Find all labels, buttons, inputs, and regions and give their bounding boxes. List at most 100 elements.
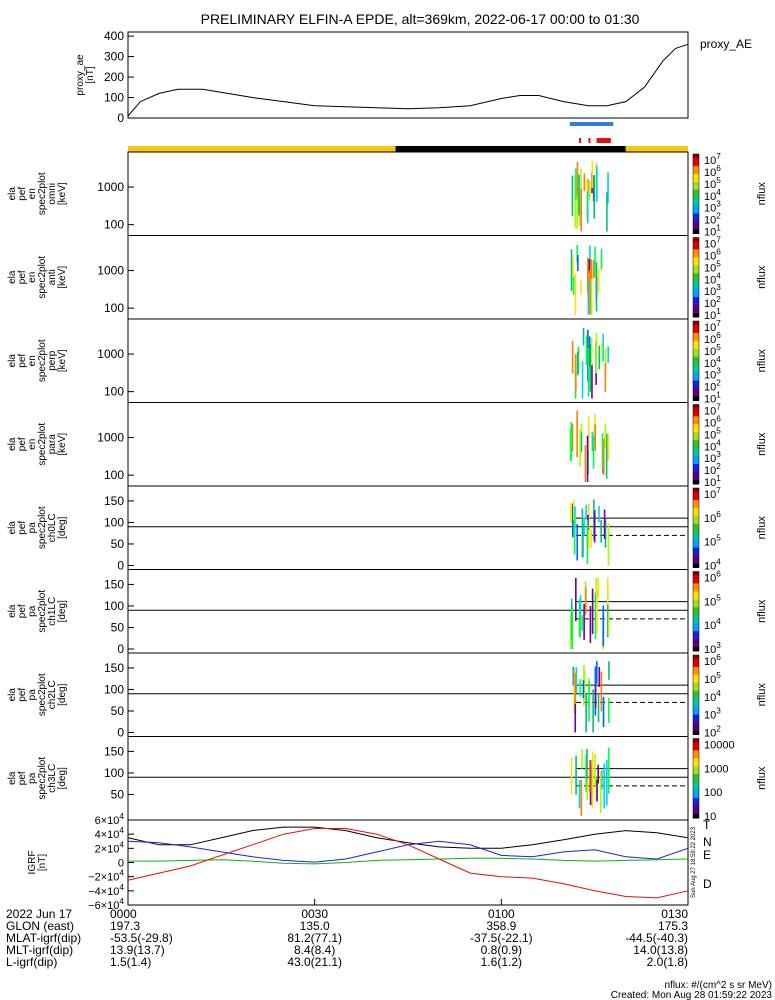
spec-stripe	[588, 336, 591, 367]
colorbar-cell	[693, 714, 699, 718]
colorbar-cell	[693, 249, 699, 252]
panel-ylabel-line: omni	[47, 183, 58, 205]
colorbar-cell	[693, 432, 699, 435]
spec-stripe	[593, 175, 596, 219]
colorbar-frame	[692, 153, 700, 234]
colorbar-cell	[693, 342, 699, 346]
spec-stripe	[587, 179, 589, 197]
spec-stripe	[588, 259, 591, 275]
panel-ylabel-line: [keV]	[57, 182, 68, 205]
colorbar-cell	[693, 332, 699, 336]
panel-tick-label: 100	[104, 385, 124, 399]
marker-b	[588, 138, 591, 143]
igrf-tick-label: 2×104	[95, 840, 125, 855]
spec-stripe	[595, 332, 598, 374]
colorbar-cell	[693, 637, 699, 640]
spec-stripe	[596, 165, 598, 202]
spec-stripe	[575, 755, 577, 795]
colorbar-cell	[693, 321, 699, 324]
colorbar-cell	[693, 291, 699, 294]
colorbar-cell	[693, 157, 699, 161]
colorbar-cell	[693, 609, 699, 612]
colorbar-cell	[693, 702, 699, 706]
spec-stripe	[572, 256, 574, 281]
panel-ylabel-line: [deg]	[57, 516, 68, 538]
colorbar-cell	[693, 241, 699, 244]
spec-stripe	[607, 611, 610, 635]
figure-title: PRELIMINARY ELFIN-A EPDE, alt=369km, 202…	[201, 11, 640, 27]
colorbar-cell	[693, 726, 699, 730]
ae-frame	[127, 31, 689, 119]
colorbar-cell	[693, 277, 699, 280]
spectrogram-panels: ela pef en spec2plot omni [keV] 10001001071061…	[7, 151, 768, 823]
colorbar-label: nflux	[756, 683, 768, 707]
panel-ylabel-line: pef	[17, 354, 28, 368]
panel-ylabel-line: en	[27, 272, 38, 283]
spec-stripe	[602, 333, 604, 362]
colorbar-cell	[693, 448, 699, 451]
spec-stripe	[579, 430, 581, 467]
colorbar-cell	[693, 167, 699, 171]
colorbar-cell	[693, 324, 699, 328]
spec-stripe	[592, 689, 594, 733]
colorbar-tick-label: 107	[704, 486, 721, 501]
panel-ylabel-line: pef	[17, 437, 28, 451]
spec-stripe	[580, 779, 583, 816]
colorbar-tick-label: 103	[704, 641, 721, 656]
colorbar-cell	[693, 513, 699, 517]
colorbar-cell	[693, 197, 699, 201]
colorbar-cell	[693, 730, 699, 734]
colorbar-cell	[693, 577, 699, 580]
colorbar-cell	[693, 535, 699, 539]
colorbar-cell	[693, 348, 699, 352]
colorbar-cell	[693, 450, 699, 453]
colorbar-cell	[693, 267, 699, 270]
colorbar-frame	[692, 571, 700, 652]
colorbar-cell	[693, 474, 699, 477]
colorbar-cell	[693, 193, 699, 197]
colorbar-cell	[693, 209, 699, 213]
colorbar-frame	[692, 320, 700, 401]
spectrogram-panel: ela pef pa spec2plot ch1LC [deg] 150 100 50 0 106 1…	[7, 569, 768, 656]
colorbar-tick-label: 104	[704, 617, 721, 632]
ephem-value: 1.6(1.2)	[481, 955, 522, 969]
colorbar-cell	[693, 798, 699, 801]
colorbar-cell	[693, 336, 699, 340]
colorbar-tick-label: 106	[704, 510, 721, 525]
colorbar-cell	[693, 287, 699, 290]
colorbar-cell	[693, 555, 699, 559]
igrf-line-D	[127, 828, 689, 899]
spec-stripe	[589, 760, 592, 806]
colorbar-cell	[693, 163, 699, 167]
colorbar-tick-label: 104	[704, 689, 721, 704]
colorbar-cell	[693, 472, 699, 475]
spec-stripe	[608, 661, 610, 680]
spec-stripe	[590, 274, 593, 315]
ephem-row-label: MLT-igrf(dip)	[6, 943, 73, 957]
colorbar-cell	[693, 217, 699, 221]
colorbar-cell	[693, 517, 699, 521]
colorbar-tick-label: 106	[704, 653, 721, 668]
colorbar-cell	[693, 334, 699, 338]
panel-tick-label: 0	[117, 559, 124, 573]
colorbar-cell	[693, 611, 699, 614]
colorbar-cell	[693, 738, 699, 741]
colorbar-cell	[693, 410, 699, 413]
panel-ylabel-line: ch0LC	[47, 513, 58, 542]
colorbar-cell	[693, 416, 699, 419]
colorbar-cell	[693, 434, 699, 437]
colorbar-cell	[693, 511, 699, 515]
spec-stripe	[585, 754, 587, 792]
colorbar-cell	[693, 696, 699, 700]
colorbar-cell	[693, 299, 699, 302]
spec-stripe	[576, 351, 579, 376]
colorbar-tick-label: 103	[704, 450, 721, 465]
spec-stripe	[596, 779, 598, 802]
ephem-row-label: L-igrf(dip)	[6, 955, 57, 969]
colorbar-cell	[693, 623, 699, 626]
colorbar-cell	[693, 575, 699, 578]
panel-tick-label: 150	[104, 661, 124, 675]
spec-stripe	[600, 248, 603, 270]
spec-stripe	[597, 693, 600, 723]
colorbar-cell	[693, 295, 699, 298]
